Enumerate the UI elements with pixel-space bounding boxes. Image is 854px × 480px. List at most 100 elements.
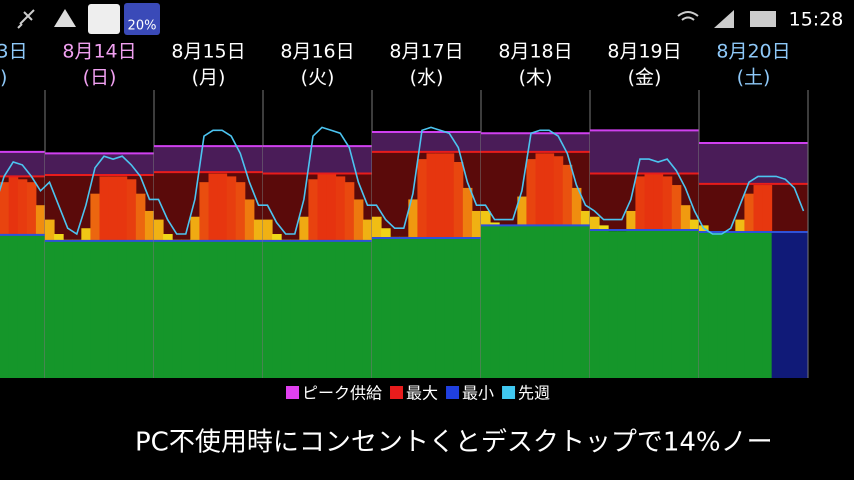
usage-bar	[344, 182, 355, 241]
usage-bar	[662, 176, 673, 230]
usage-bar-base	[45, 240, 55, 378]
usage-bar-base	[272, 240, 282, 378]
usage-bar	[526, 159, 536, 226]
usage-bar	[671, 185, 682, 230]
usage-bar	[644, 173, 655, 230]
day-date: 8月17日	[389, 41, 463, 63]
weather-icon	[124, 3, 160, 35]
usage-bar-base	[544, 225, 555, 378]
peak-band	[45, 153, 154, 175]
usage-bar-base	[0, 234, 10, 378]
usage-bar	[126, 179, 137, 241]
usage-bar	[735, 219, 745, 232]
usage-bar-base	[335, 240, 346, 378]
usage-bar	[362, 219, 373, 241]
usage-bar-base	[553, 225, 564, 378]
usage-bar-base	[653, 229, 664, 378]
usage-bar-base	[699, 231, 709, 378]
usage-bar-base	[417, 238, 427, 378]
usage-bar-base	[462, 238, 473, 378]
usage-bar	[272, 234, 282, 241]
usage-bar-base	[517, 225, 527, 378]
usage-bar-base	[590, 229, 600, 378]
usage-bar-base	[253, 240, 264, 378]
peak-band	[263, 146, 372, 174]
usage-bar-base	[726, 231, 736, 378]
usage-bar	[481, 210, 491, 226]
day-weekday: (金)	[628, 67, 662, 89]
usage-bar-base	[81, 240, 91, 378]
usage-bar	[0, 182, 10, 235]
usage-bar-base	[662, 229, 673, 378]
usage-bar	[217, 173, 228, 241]
day-weekday: (火)	[301, 67, 335, 89]
usage-bar-base	[562, 225, 573, 378]
usage-bar-base	[481, 225, 491, 378]
usage-bar-base	[226, 240, 237, 378]
usage-bar-base	[35, 234, 46, 378]
usage-bar-base	[317, 240, 328, 378]
day-date: 8月19日	[607, 41, 681, 63]
usage-bar-base	[490, 225, 500, 378]
usage-bar	[562, 164, 573, 226]
usage-bar-base	[299, 240, 309, 378]
usage-bar-base	[172, 240, 182, 378]
day-weekday: (木)	[519, 67, 553, 89]
usage-bar	[226, 176, 237, 241]
forecast-area	[771, 231, 808, 378]
usage-bar-base	[680, 229, 691, 378]
usage-bar	[108, 176, 119, 241]
usage-bar	[353, 199, 364, 241]
usb-icon	[17, 9, 35, 29]
usage-bar-base	[689, 229, 700, 378]
usage-bar	[426, 153, 437, 239]
usage-bar-base	[635, 229, 645, 378]
usage-bar	[372, 216, 382, 239]
usage-bar	[99, 176, 110, 241]
last-week-line	[0, 126, 805, 236]
usage-bar-base	[281, 240, 291, 378]
usage-bar	[299, 216, 309, 241]
usage-bar	[417, 159, 427, 239]
usage-bar	[435, 153, 446, 239]
usage-bar	[117, 176, 128, 241]
usage-bar	[235, 182, 246, 241]
usage-bar-base	[435, 238, 446, 378]
usage-bar-base	[54, 240, 64, 378]
day-weekday: (日)	[83, 67, 117, 89]
usage-bar	[154, 219, 164, 241]
usage-bar	[144, 210, 155, 241]
usage-bar	[744, 193, 754, 232]
usage-bar-base	[571, 225, 582, 378]
battery-percent: 20%	[128, 19, 157, 34]
day-date: 8月16日	[280, 41, 354, 63]
usage-bar-base	[626, 229, 636, 378]
usage-bar-base	[199, 240, 209, 378]
usage-bar-base	[135, 240, 146, 378]
usage-bar	[35, 205, 46, 235]
peak-band	[699, 142, 808, 184]
usage-bar-base	[117, 240, 128, 378]
usage-bar	[381, 228, 391, 239]
usage-bar-base	[753, 231, 764, 378]
usage-bar-base	[762, 231, 773, 378]
usage-bar-base	[308, 240, 318, 378]
legend-swatch	[502, 386, 516, 399]
ticker-text: PC不使用時にコンセントくとデスクトップで14%ノー	[135, 428, 773, 458]
usage-bar	[590, 216, 600, 230]
legend-label: ピーク供給	[302, 384, 382, 403]
day-date: 8月20日	[716, 41, 790, 63]
usage-bar-base	[90, 240, 100, 378]
usage-bar-base	[63, 240, 73, 378]
legend-swatch	[446, 386, 460, 399]
usage-bar-base	[263, 240, 273, 378]
usage-bar	[8, 176, 19, 235]
usage-bar	[263, 219, 273, 241]
usage-bar-base	[390, 238, 400, 378]
legend-swatch	[390, 386, 404, 399]
usage-bar-base	[372, 238, 382, 378]
usage-bar-base	[444, 238, 455, 378]
legend-label: 最小	[462, 384, 494, 403]
peak-band	[154, 146, 263, 173]
